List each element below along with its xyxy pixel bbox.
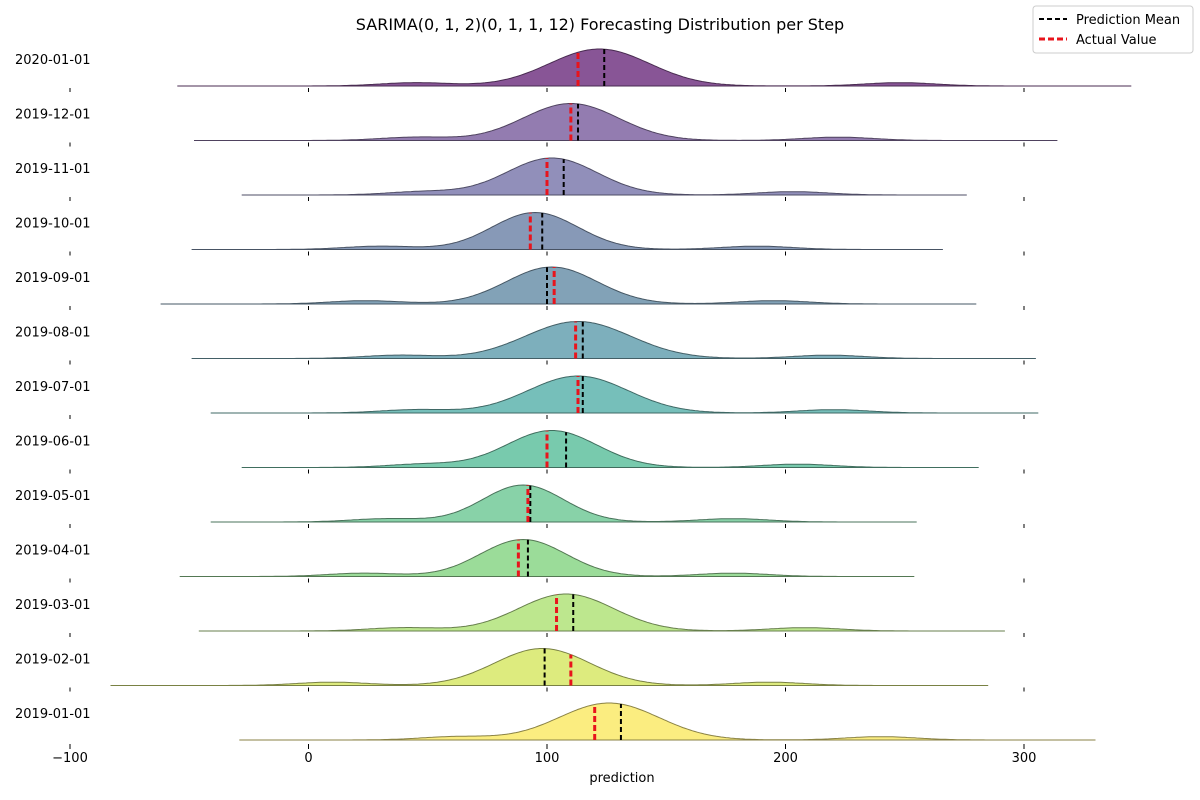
row-label: 2020-01-01 xyxy=(15,53,91,68)
density-area xyxy=(177,48,1132,87)
x-tick-label: 0 xyxy=(304,751,312,766)
chart-title: SARIMA(0, 1, 2)(0, 1, 1, 12) Forecasting… xyxy=(356,15,844,34)
density-area xyxy=(210,375,1039,414)
row-label: 2019-09-01 xyxy=(15,271,91,286)
density-area xyxy=(239,702,1096,741)
density-area xyxy=(160,266,977,305)
ridge-2019-09-01: 2019-09-01 xyxy=(15,266,1025,310)
ridge-2019-11-01: 2019-11-01 xyxy=(15,157,1025,201)
ridge-2019-03-01: 2019-03-01 xyxy=(15,593,1025,637)
x-axis-label: prediction xyxy=(589,771,654,786)
x-tick-label: 300 xyxy=(1012,751,1037,766)
row-label: 2019-05-01 xyxy=(15,489,91,504)
ridge-2019-05-01: 2019-05-01 xyxy=(15,484,1025,528)
row-label: 2019-10-01 xyxy=(15,217,91,232)
ridge-2019-06-01: 2019-06-01 xyxy=(15,430,1025,474)
row-label: 2019-01-01 xyxy=(15,707,91,722)
legend: Prediction Mean Actual Value xyxy=(1032,5,1194,54)
row-label: 2019-11-01 xyxy=(15,162,91,177)
x-tick-label: 200 xyxy=(773,751,798,766)
density-area xyxy=(241,157,967,196)
row-label: 2019-03-01 xyxy=(15,598,91,613)
ridge-2019-01-01: 2019-01-01 xyxy=(15,702,1096,741)
density-area xyxy=(191,321,1036,359)
x-tick-label: 100 xyxy=(535,751,560,766)
ridge-2019-10-01: 2019-10-01 xyxy=(15,211,1025,256)
row-label: 2019-02-01 xyxy=(15,653,91,668)
x-axis: −100 0 100 200 300 xyxy=(52,744,1036,766)
row-label: 2019-07-01 xyxy=(15,380,91,395)
ridge-2019-02-01: 2019-02-01 xyxy=(15,648,1025,692)
ridge-2019-12-01: 2019-12-01 xyxy=(15,103,1058,147)
ridge-2019-07-01: 2019-07-01 xyxy=(15,375,1039,419)
row-label: 2019-12-01 xyxy=(15,108,91,123)
row-label: 2019-08-01 xyxy=(15,326,91,341)
legend-mean-label: Prediction Mean xyxy=(1076,13,1180,28)
ridge-2019-04-01: 2019-04-01 xyxy=(15,538,1025,583)
density-area xyxy=(179,538,915,577)
density-area xyxy=(110,648,989,686)
legend-frame xyxy=(1032,5,1194,54)
row-label: 2019-04-01 xyxy=(15,544,91,559)
ridge-2020-01-01: 2020-01-01 xyxy=(15,48,1132,92)
density-area xyxy=(191,211,943,250)
row-label: 2019-06-01 xyxy=(15,435,91,450)
ridge-2019-08-01: 2019-08-01 xyxy=(15,321,1036,365)
ridges: 2020-01-01 2019-12-01 2019-11-01 2019-10-01… xyxy=(15,48,1132,741)
density-area xyxy=(194,103,1058,141)
density-area xyxy=(210,484,917,523)
density-area xyxy=(198,593,1005,632)
legend-actual-label: Actual Value xyxy=(1076,33,1157,48)
x-tick-label: −100 xyxy=(52,751,88,766)
density-area xyxy=(241,430,979,468)
